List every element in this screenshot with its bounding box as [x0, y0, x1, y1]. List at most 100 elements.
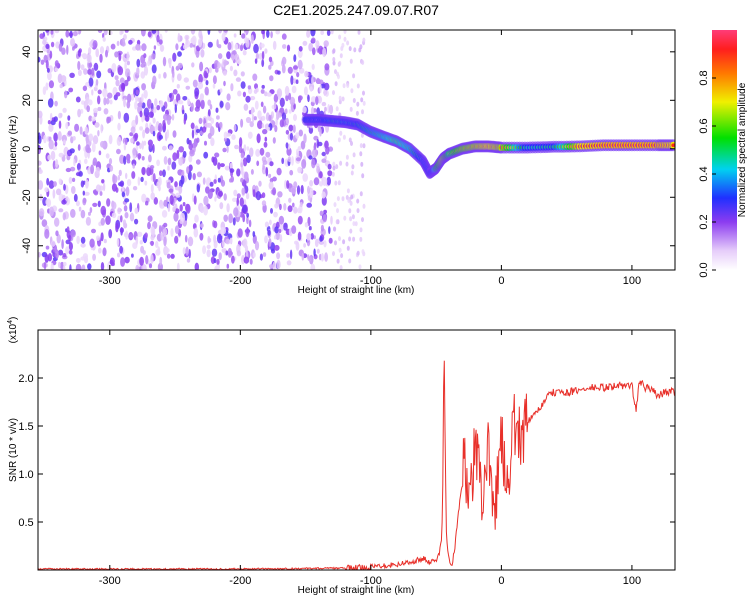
noise-speckle: [223, 193, 227, 201]
y-tick-label: 0.5: [18, 517, 33, 529]
noise-speckle: [261, 123, 265, 128]
noise-speckle: [222, 70, 227, 76]
noise-speckle: [203, 205, 209, 216]
noise-speckle: [177, 32, 181, 43]
noise-speckle: [352, 236, 356, 242]
noise-speckle: [233, 189, 238, 197]
noise-speckle: [310, 263, 316, 270]
noise-speckle: [238, 137, 243, 147]
colorbar-label: Normalized spectral amplitude: [737, 82, 748, 217]
noise-speckle: [293, 65, 298, 70]
noise-speckle: [234, 43, 239, 50]
noise-speckle: [352, 73, 356, 79]
noise-speckle: [183, 77, 189, 83]
noise-speckle: [293, 206, 298, 214]
noise-speckle: [327, 170, 333, 177]
noise-speckle: [321, 158, 327, 163]
noise-speckle: [112, 175, 118, 184]
noise-speckle: [237, 228, 243, 238]
noise-speckle: [105, 215, 111, 225]
noise-speckle: [102, 37, 106, 42]
noise-speckle: [55, 188, 62, 196]
noise-speckle: [354, 221, 358, 227]
noise-speckle: [337, 137, 341, 143]
noise-speckle: [120, 215, 123, 223]
noise-speckle: [275, 30, 280, 35]
y-tick-label: 0: [21, 146, 33, 152]
noise-speckle: [97, 200, 101, 208]
noise-speckle: [297, 215, 303, 225]
noise-speckle: [81, 264, 86, 270]
noise-speckle: [141, 264, 147, 270]
noise-speckle: [199, 61, 204, 72]
noise-speckle: [342, 134, 346, 140]
noise-speckle: [318, 240, 324, 245]
noise-speckle: [248, 219, 252, 228]
noise-speckle: [283, 222, 288, 231]
noise-speckle: [319, 127, 322, 137]
noise-speckle: [56, 234, 61, 244]
noise-speckle: [291, 156, 294, 166]
noise-speckle: [69, 264, 72, 270]
noise-speckle: [119, 227, 124, 233]
noise-speckle: [295, 157, 302, 162]
noise-speckle: [163, 156, 168, 165]
noise-speckle: [144, 127, 150, 134]
noise-speckle: [97, 30, 103, 33]
noise-speckle: [226, 203, 230, 213]
spectrogram-y-axis: -40 -20 0 20 40: [21, 46, 675, 254]
noise-speckle: [148, 263, 153, 269]
noise-speckle: [139, 142, 142, 150]
noise-speckle: [136, 231, 143, 237]
noise-speckle: [123, 98, 126, 108]
noise-speckle: [85, 144, 90, 153]
noise-speckle: [130, 137, 135, 144]
noise-speckle: [296, 72, 300, 78]
noise-speckle: [360, 161, 364, 167]
noise-speckle: [62, 265, 66, 270]
noise-speckle: [48, 139, 54, 150]
noise-speckle: [182, 202, 186, 207]
noise-speckle: [96, 235, 100, 241]
noise-speckle: [316, 77, 320, 84]
x-tick-label: -200: [229, 275, 251, 287]
noise-speckle: [359, 227, 363, 233]
noise-speckle: [284, 85, 290, 96]
noise-speckle: [218, 190, 223, 197]
noise-speckle: [276, 167, 282, 176]
noise-speckle: [340, 253, 344, 259]
noise-speckle: [268, 181, 274, 190]
colorbar-tick-label: 0.0: [698, 262, 710, 277]
noise-speckle: [130, 93, 135, 101]
noise-speckle: [251, 106, 254, 116]
noise-speckle: [278, 95, 281, 101]
noise-speckle: [273, 101, 277, 110]
snr-y-label: SNR (10 * v/v): [8, 418, 19, 482]
noise-speckle: [216, 115, 220, 120]
noise-speckle: [253, 116, 257, 121]
noise-speckle: [164, 30, 168, 33]
noise-speckle: [228, 213, 234, 224]
noise-speckle: [266, 92, 272, 97]
noise-speckle: [321, 177, 328, 186]
noise-speckle: [239, 44, 244, 52]
noise-speckle: [289, 169, 294, 176]
noise-speckle: [334, 180, 338, 186]
noise-speckle: [332, 57, 336, 62]
noise-speckle: [102, 88, 108, 98]
noise-speckle: [346, 83, 350, 88]
noise-speckle: [151, 64, 157, 74]
noise-speckle: [88, 47, 92, 56]
noise-speckle: [335, 106, 339, 112]
noise-speckle: [131, 253, 134, 258]
noise-speckle: [226, 145, 229, 153]
noise-speckle: [172, 152, 178, 162]
noise-speckle: [124, 198, 130, 203]
noise-speckle: [317, 95, 323, 104]
noise-speckle: [307, 256, 312, 262]
noise-speckle: [227, 247, 232, 258]
noise-speckle: [225, 102, 231, 111]
noise-speckle: [68, 249, 73, 255]
noise-speckle: [338, 99, 342, 105]
noise-speckle: [276, 252, 281, 260]
